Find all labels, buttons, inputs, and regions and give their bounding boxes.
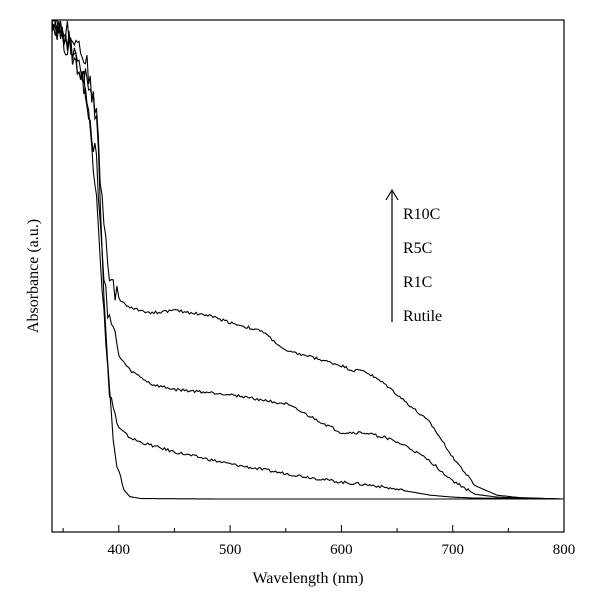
series-line-r5c [51,22,564,500]
series-line-r10c [51,20,564,500]
x-axis-label: Wavelength (nm) [252,570,363,587]
legend-label-rutile: Rutile [403,308,442,325]
legend: R10C R5C R1C Rutile [385,188,442,325]
legend-label-r10c: R10C [403,206,440,223]
x-tick-label-500: 500 [219,542,242,558]
y-axis-label: Absorbance (a.u.) [25,219,42,333]
legend-up-arrow-head [385,188,399,201]
x-tick-label-800: 800 [553,542,576,558]
x-tick-label-600: 600 [330,542,353,558]
legend-label-r1c: R1C [403,274,432,291]
series-lines [51,20,564,500]
plot-frame [51,19,565,533]
legend-label-r5c: R5C [403,240,432,257]
x-axis-ticks: 400 500 600 700 800 [62,525,576,558]
series-line-r1c [51,23,564,500]
x-tick-label-700: 700 [441,542,464,558]
series-line-rutile [52,20,564,500]
x-tick-label-400: 400 [108,542,131,558]
